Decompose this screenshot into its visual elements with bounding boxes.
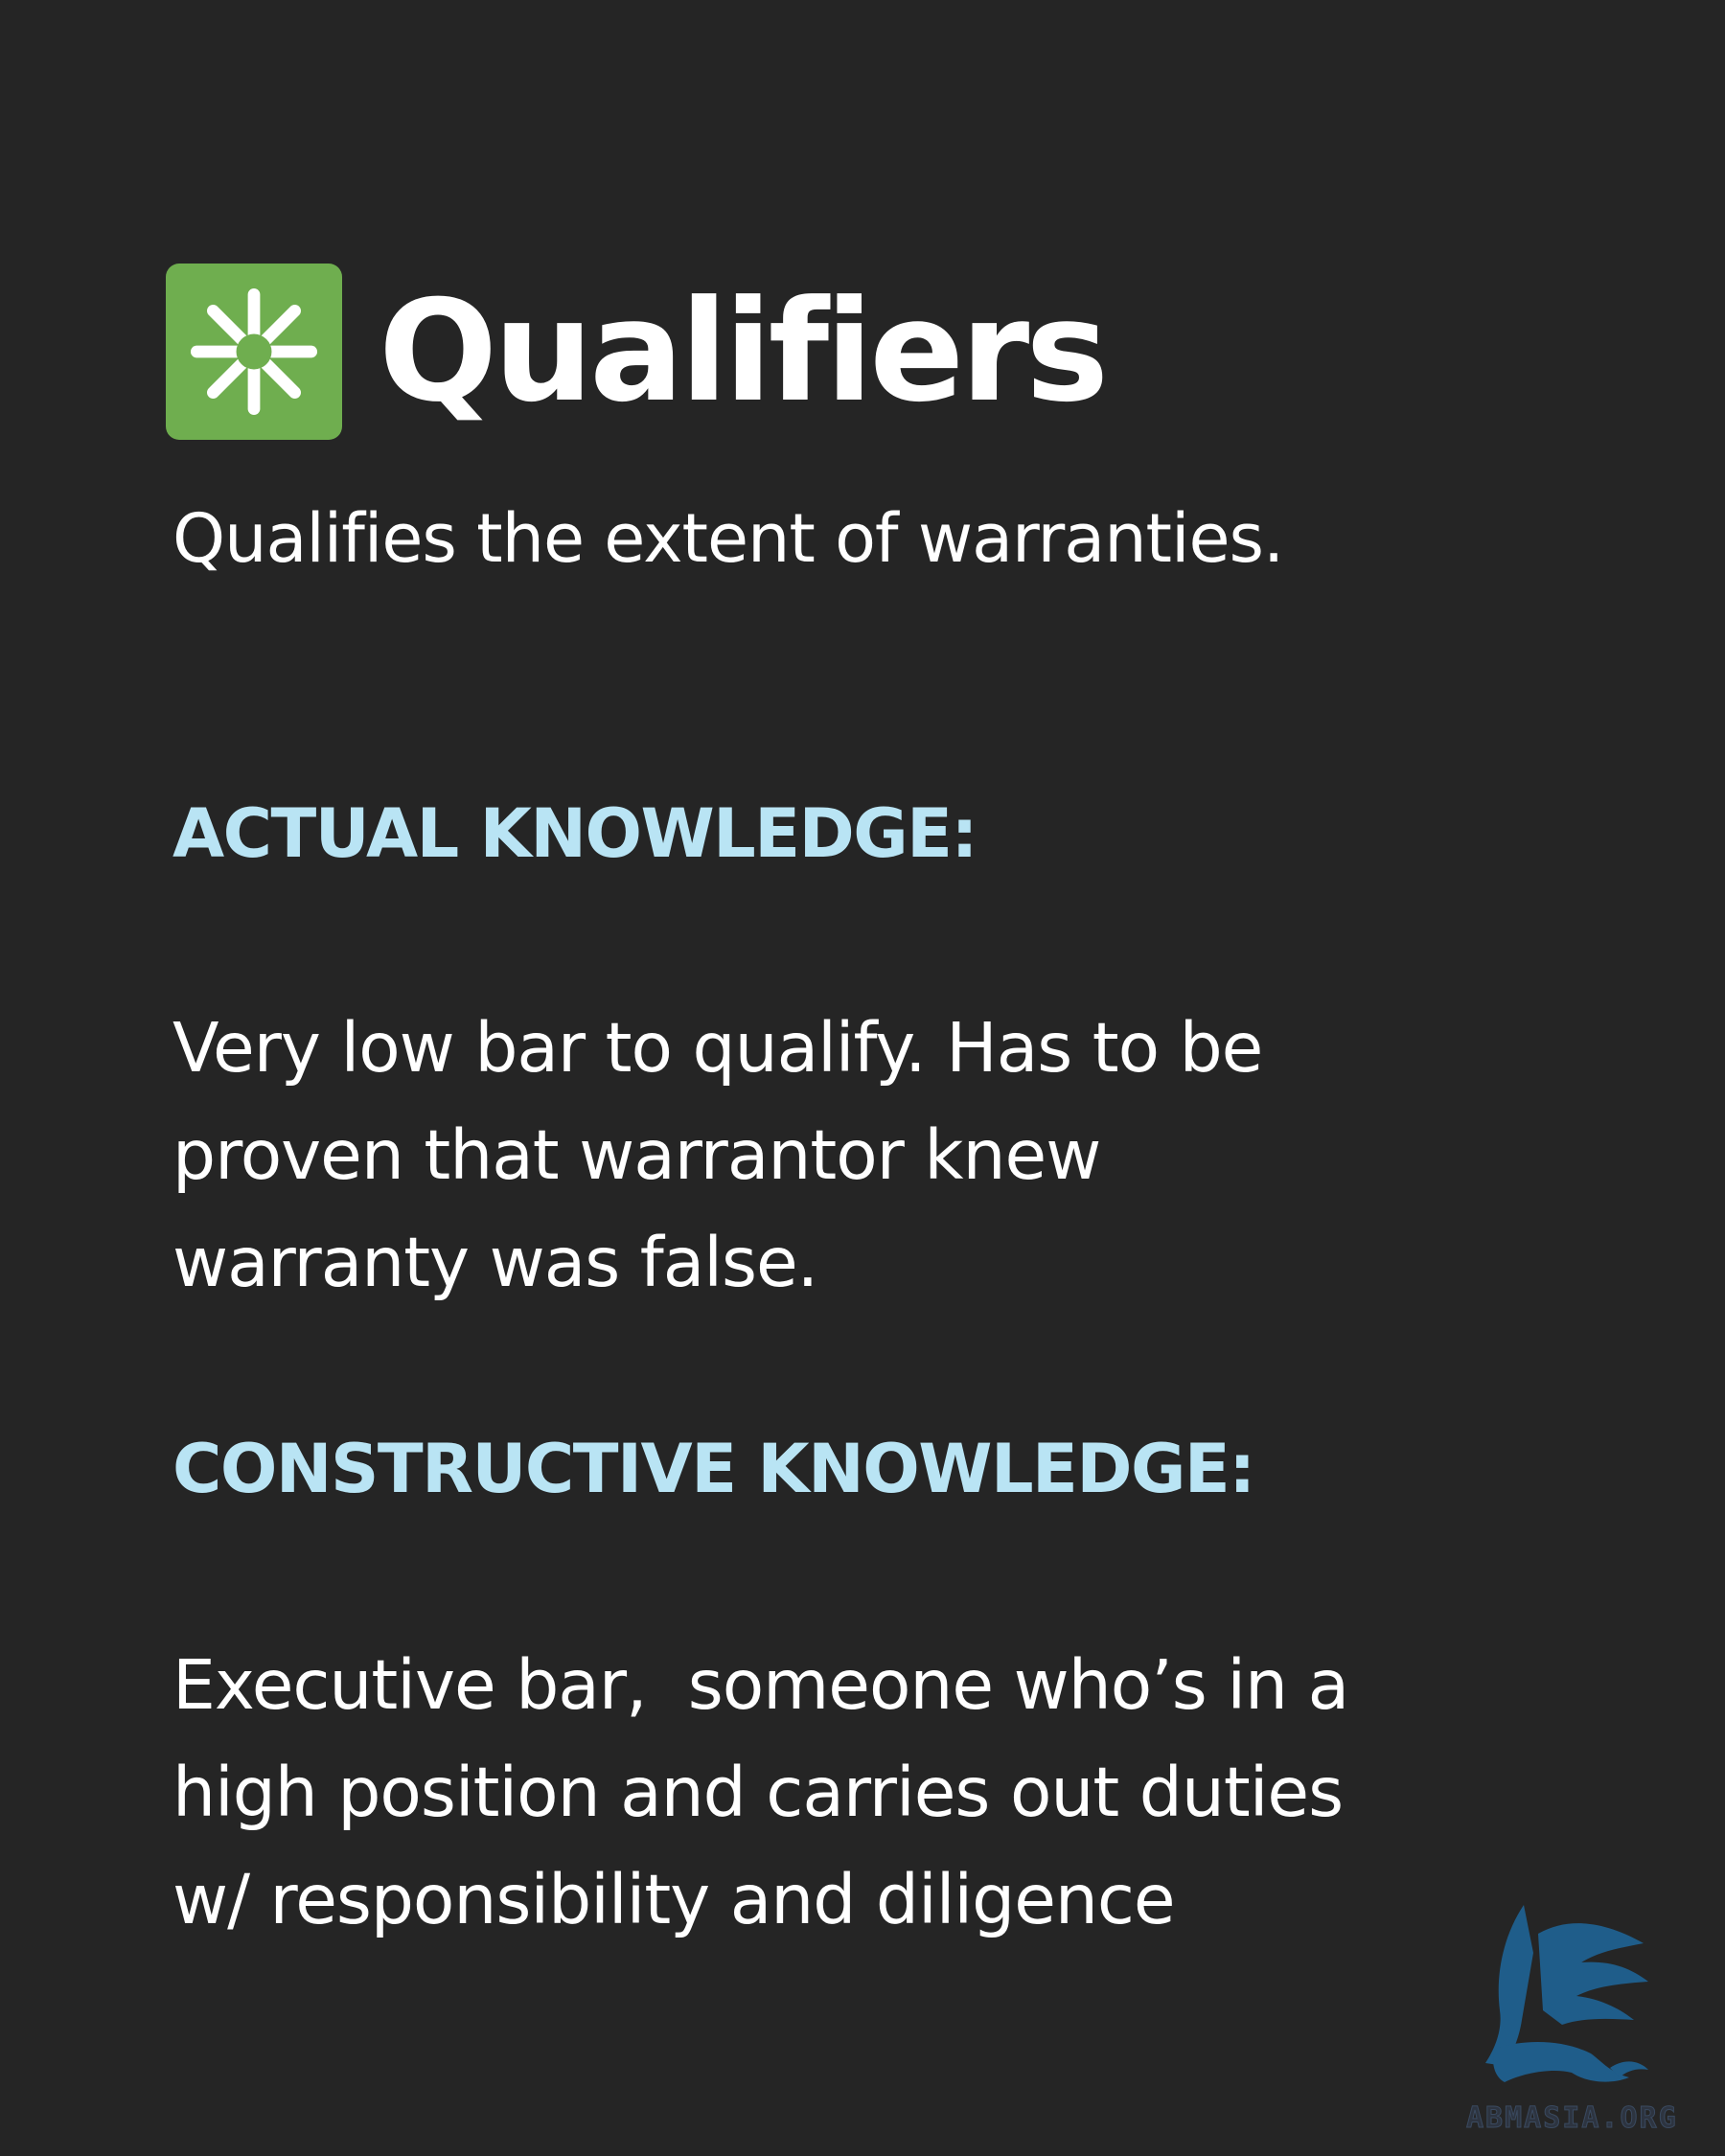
body-line: Executive bar, someone who’s in a [172,1645,1349,1725]
body-line: warranty was false. [172,1223,818,1302]
body-line: proven that warrantor knew [172,1115,1101,1195]
body-line: w/ responsibility and diligence [172,1860,1176,1939]
watermark-text: ABMASIA.ORG [1466,2101,1678,2136]
page-title: Qualifiers [379,270,1109,433]
section-body-actual-knowledge: Very low bar to qualify. Has to be prove… [172,995,1514,1317]
section-body-constructive-knowledge: Executive bar, someone who’s in a high p… [172,1632,1668,1954]
section-heading-actual-knowledge: ACTUAL KNOWLEDGE: [172,794,978,873]
body-line: high position and carries out duties [172,1753,1344,1832]
page-subtitle: Qualifies the extent of warranties. [172,499,1284,578]
section-heading-constructive-knowledge: CONSTRUCTIVE KNOWLEDGE: [172,1430,1255,1508]
body-line: Very low bar to qualify. Has to be [172,1008,1263,1088]
header: Qualifiers [166,264,1109,440]
watermark-logo: ABMASIA.ORG [1466,1895,1706,2146]
asterisk-icon [166,264,342,440]
griffin-logo-icon [1485,1905,1648,2082]
